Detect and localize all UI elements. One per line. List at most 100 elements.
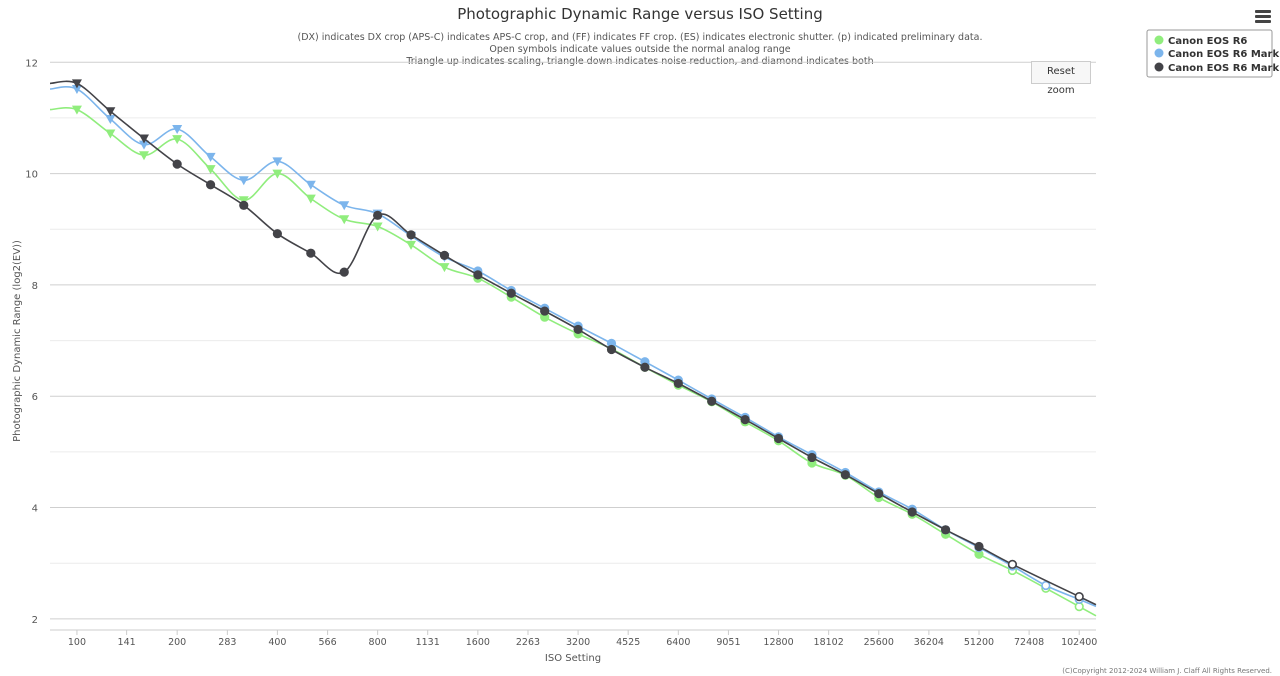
series-1 [49,84,1097,608]
legend-item-canon-eos-r6-mark-iii[interactable]: Canon EOS R6 Mark III [1154,62,1280,75]
data-point-triangle-down [105,129,116,139]
x-tick-label: 1131 [416,637,440,648]
data-point [940,525,951,535]
x-tick-label: 36204 [914,637,944,648]
data-point-open [1041,580,1051,591]
legend-label-canon-eos-r6-mark-ii: Canon EOS R6 Mark II [1168,49,1280,60]
x-tick-label: 566 [319,637,337,648]
chart-subtitle-line-3: Triangle up indicates scaling, triangle … [405,56,873,67]
data-point [339,267,349,277]
data-point [172,159,182,169]
data-point [673,378,683,389]
legend-box [1146,29,1273,78]
data-point [773,433,784,444]
x-tick-label: 100 [68,637,86,648]
data-point [974,549,984,559]
legend-item-canon-eos-r6-mark-ii[interactable]: Canon EOS R6 Mark II [1154,48,1280,61]
data-point [306,248,316,258]
data-point [807,452,817,463]
x-tick-label: 400 [268,637,286,648]
data-point [573,324,583,335]
chart-subtitle-line-2: Open symbols indicate values outside the… [489,44,790,55]
data-point [239,200,249,210]
x-tick-label: 6400 [666,637,690,648]
series-2 [49,79,1097,606]
data-point-triangle-down [339,215,350,225]
x-tick-label: 51200 [964,637,994,648]
data-point-triangle-down [71,84,82,94]
data-point-triangle-down [205,152,216,162]
data-point-triangle-down [105,115,116,125]
x-tick-label: 200 [168,637,186,648]
grid-lines [50,61,1096,620]
data-point-triangle-down [272,157,283,167]
legend-item-canon-eos-r6[interactable]: Canon EOS R6 [1154,35,1248,48]
data-point [373,210,383,220]
hamburger-menu-icon[interactable] [1253,6,1275,28]
x-tick-label: 800 [369,637,387,648]
data-point [707,396,717,406]
legend-marker-canon-eos-r6-mark-ii [1154,48,1164,58]
data-point-triangle-down [105,107,116,117]
reset-zoom-button[interactable]: Reset zoom [1031,61,1091,96]
data-point [606,344,617,355]
x-tick-label: 3200 [566,637,590,648]
data-point [506,288,516,298]
y-tick-label: 4 [32,504,38,515]
data-point-triangle-down [138,140,149,150]
menu-bar [1255,20,1271,23]
data-point-triangle-down [71,79,82,89]
legend-label-canon-eos-r6: Canon EOS R6 [1168,36,1247,47]
data-point-triangle-down [205,165,216,175]
data-point-triangle-down [138,134,149,144]
y-tick-label: 10 [25,170,38,181]
y-tick-label: 6 [32,392,38,403]
x-tick-label: 9051 [716,637,740,648]
plot-area [49,79,1097,617]
y-tick-labels: 2 4 6 8 10 12 [25,58,38,626]
x-tick-label: 1600 [466,637,490,648]
data-point [874,489,884,499]
x-tick-label: 4525 [616,637,640,648]
legend-marker-canon-eos-r6 [1154,35,1164,45]
copyright-text: (C)Copyright 2012-2024 William J. Claff … [1062,667,1272,675]
data-point-triangle-down [138,151,149,161]
data-point-triangle-down [406,240,417,250]
legend-marker-canon-eos-r6-mark-iii [1154,62,1164,72]
data-point [640,362,650,372]
data-point-triangle-down [71,105,82,115]
chart-title: Photographic Dynamic Range versus ISO Se… [457,5,823,23]
series-line [49,80,1097,606]
x-tick-label: 102400 [1061,637,1097,648]
data-point-triangle-down [439,263,450,273]
data-point [740,415,750,425]
x-tick-label: 283 [218,637,236,648]
data-point [473,270,483,280]
menu-bar [1255,10,1271,13]
x-tick-label: 141 [118,637,136,648]
data-point [540,306,550,316]
y-tick-label: 2 [32,615,38,626]
data-point [840,470,850,480]
y-axis-label: Photographic Dynamic Range (log2(EV)) [12,240,23,442]
data-point-open [1007,559,1018,569]
x-tick-label: 72408 [1014,637,1044,648]
data-point [205,180,216,190]
data-point-triangle-down [272,169,283,179]
data-point [974,541,984,552]
x-axis-label: ISO Setting [545,653,601,664]
y-tick-label: 12 [25,58,38,69]
data-point-triangle-down [172,125,183,135]
data-point-open [1074,592,1084,602]
data-point [439,250,450,261]
data-point [406,230,416,240]
x-tick-labels: 100 141 200 283 400 566 800 1131 1600 2263 3200 452… [68,630,1097,648]
menu-bar [1255,15,1271,18]
legend: Canon EOS R6 Canon EOS R6 Mark II Canon … [1146,29,1280,78]
data-point-triangle-down [305,180,316,190]
data-point-triangle-down [305,194,316,204]
x-tick-label: 2263 [516,637,540,648]
data-point-triangle-down [339,201,350,211]
x-tick-label: 25600 [864,637,894,648]
